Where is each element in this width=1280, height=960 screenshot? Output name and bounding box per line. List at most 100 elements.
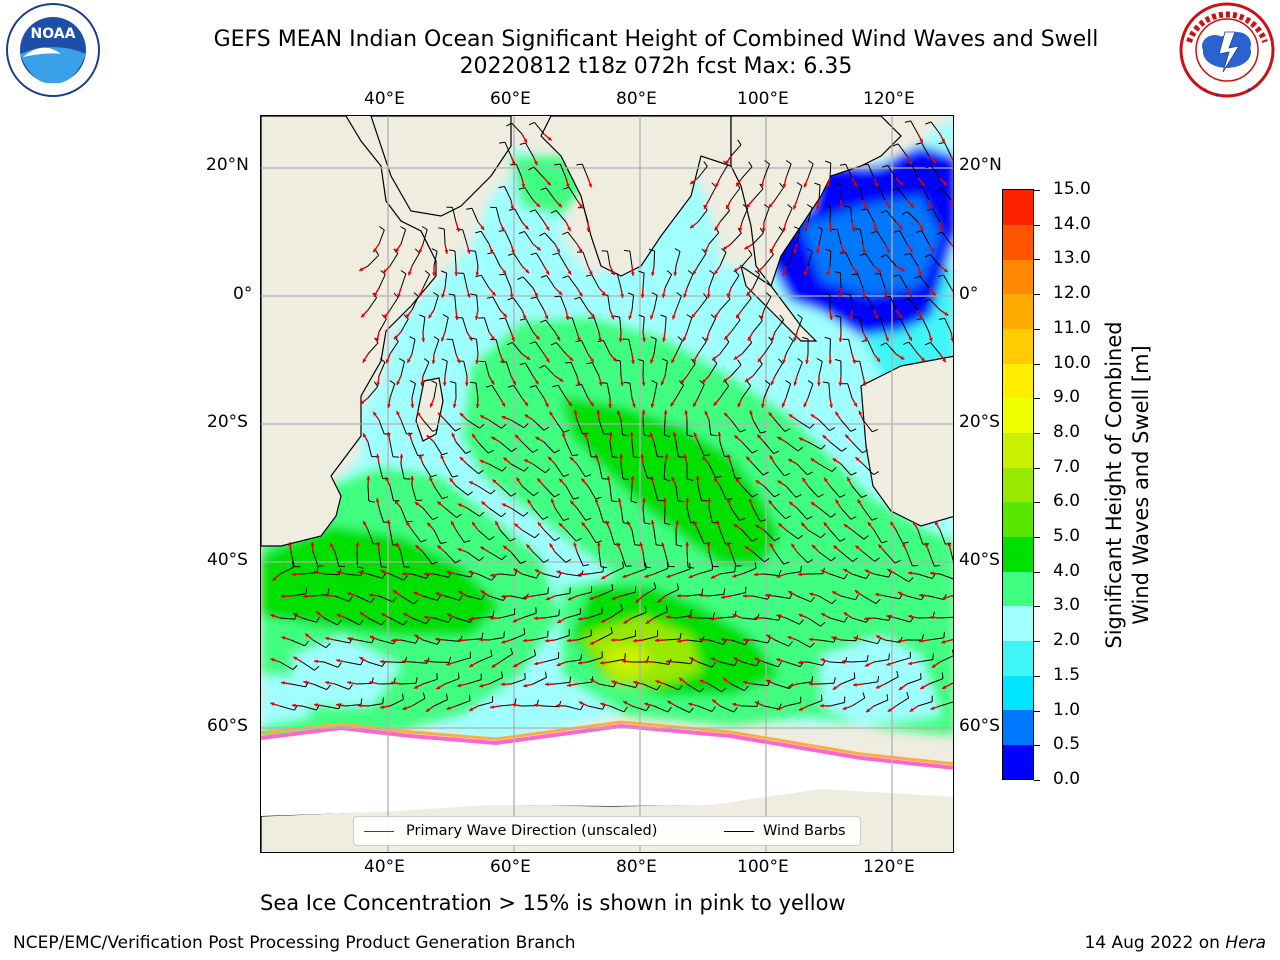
wind-barb <box>301 705 317 711</box>
wave-arrow-head <box>491 664 496 668</box>
wind-barb-flag <box>475 230 482 234</box>
wave-arrow-head <box>417 411 421 416</box>
wind-barb-flag <box>510 163 517 166</box>
wind-barb <box>708 419 712 435</box>
wave-arrow-head <box>793 381 798 386</box>
colorbar-tick-label: 4.0 <box>1053 560 1081 581</box>
wind-barb <box>587 529 597 543</box>
wind-barb-flag <box>744 685 749 691</box>
wave-arrow-head <box>397 293 401 298</box>
wave-arrow-head <box>590 641 594 645</box>
wave-arrow-head <box>524 225 529 230</box>
wind-barb <box>560 295 567 311</box>
wind-barb-flag <box>432 428 439 432</box>
wind-barb <box>466 551 480 562</box>
wave-arrow-head <box>468 570 473 575</box>
wind-barb-flag <box>425 618 430 625</box>
wave-arrow-head <box>373 292 378 297</box>
wave-arrow-head <box>537 478 542 483</box>
wind-barb <box>400 595 415 605</box>
wind-barb <box>785 571 801 575</box>
wind-barb-flag <box>751 449 758 454</box>
wave-arrow-head <box>874 315 879 320</box>
wind-barb-flag <box>523 511 529 517</box>
wind-barb <box>444 273 448 289</box>
wave-arrow-head <box>600 702 605 707</box>
wave-arrow-head <box>832 591 837 595</box>
wave-arrow-head <box>802 477 806 482</box>
wind-barb <box>664 551 670 567</box>
wind-barb-flag <box>784 428 791 432</box>
wave-arrow-head <box>576 381 581 386</box>
wave-arrow-head <box>425 708 430 712</box>
wind-barb <box>513 385 523 399</box>
wave-arrow-head <box>630 476 635 480</box>
wave-arrow-head <box>782 227 787 232</box>
wave-arrow-head <box>490 573 494 577</box>
wind-barb <box>367 441 373 457</box>
wave-arrow-head <box>902 542 906 547</box>
wave-arrow-head <box>754 616 758 620</box>
wind-barb <box>480 230 490 245</box>
wave-arrow-head <box>325 680 329 685</box>
wind-barb <box>495 339 501 355</box>
wind-barb-flag <box>507 297 514 301</box>
wind-barb <box>367 617 382 626</box>
wave-arrow-head <box>405 313 410 318</box>
wind-barb <box>455 573 471 578</box>
wind-barb <box>477 485 491 495</box>
wave-arrow-head <box>853 402 857 407</box>
wave-arrow-head <box>480 590 485 595</box>
wind-barb <box>807 661 823 666</box>
wave-arrow-head <box>449 478 454 483</box>
wind-barb-flag <box>501 555 507 561</box>
wind-barb <box>598 683 614 688</box>
wind-barb <box>873 573 889 578</box>
wind-barb <box>587 612 603 619</box>
wind-barb-flag <box>660 314 667 318</box>
wind-barb <box>565 529 577 542</box>
wave-arrow-head <box>677 593 681 598</box>
wind-barb-flag <box>862 163 869 166</box>
wind-barb <box>939 573 953 580</box>
wind-barb <box>752 463 764 476</box>
wind-barb <box>774 551 785 565</box>
colorbar-tick-mark <box>1034 467 1040 469</box>
colorbar-segment <box>1003 467 1033 503</box>
wave-arrow-head <box>855 545 860 550</box>
wind-barb <box>554 592 570 597</box>
wave-direction-legend-label: Primary Wave Direction (unscaled) <box>406 823 658 839</box>
colorbar-tick-mark <box>1034 224 1040 226</box>
wave-arrow-head <box>776 658 781 662</box>
wave-arrow-head <box>644 574 649 578</box>
wave-arrow-head <box>281 636 286 640</box>
wind-barb-flag <box>661 358 668 362</box>
wind-barb <box>565 705 581 711</box>
wave-arrow-head <box>527 499 532 504</box>
colorbar-tick-label: 5.0 <box>1053 526 1081 547</box>
wind-barb <box>686 551 689 568</box>
wind-barb <box>511 122 523 135</box>
wind-barb <box>730 419 741 433</box>
wave-arrow-head <box>695 476 700 480</box>
colorbar-segment <box>1003 328 1033 364</box>
wind-barb <box>619 317 622 333</box>
wave-arrow-head <box>427 522 431 527</box>
wind-barb-flag <box>816 226 823 230</box>
wave-arrow-head <box>628 315 632 320</box>
wave-arrow-head <box>600 660 604 665</box>
wave-arrow-head <box>429 477 433 481</box>
wind-barb-flag <box>360 698 363 705</box>
map-title: GEFS MEAN Indian Ocean Significant Heigh… <box>213 27 1099 52</box>
wave-arrow-head <box>503 545 508 550</box>
wave-arrow-head <box>754 701 759 706</box>
colorbar-tick-mark <box>1034 537 1040 539</box>
wave-arrow-head <box>567 638 571 643</box>
wave-arrow-head <box>746 203 751 208</box>
wind-barb <box>628 339 633 355</box>
wind-barb <box>504 230 512 245</box>
wind-barb-flag <box>711 706 716 712</box>
wind-barb <box>466 419 480 429</box>
wind-barb <box>466 595 482 601</box>
wind-barb <box>697 569 713 575</box>
